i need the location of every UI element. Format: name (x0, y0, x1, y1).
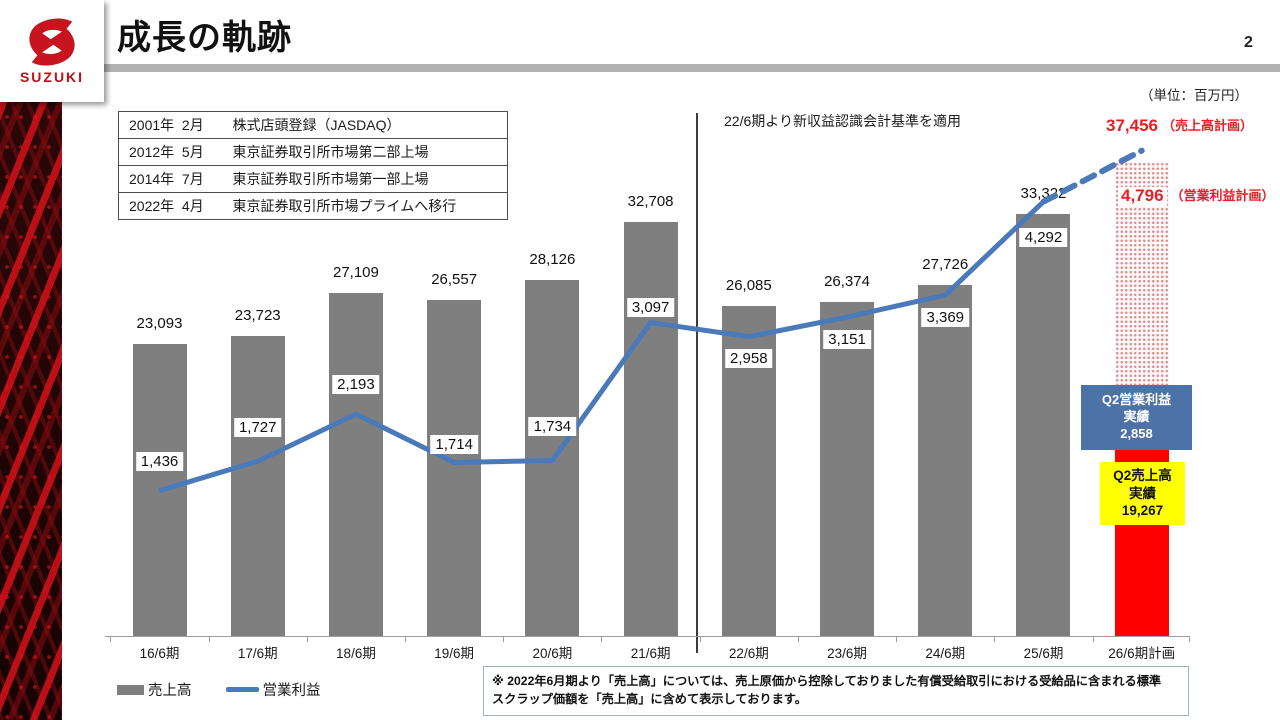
decorative-side-strip (0, 102, 62, 720)
category-label: 23/6期 (827, 646, 867, 661)
legend-item-sales: 売上高 (117, 679, 192, 700)
q2-sales-actual-box: Q2売上高 実績 19,267 (1100, 462, 1185, 525)
sales-bar-value-label: 23,093 (136, 314, 183, 332)
profit-point-label: 3,097 (626, 297, 675, 317)
sales-bar-value-label: 28,126 (529, 251, 576, 269)
q2-profit-value: 2,858 (1120, 425, 1153, 441)
legend-sales-label: 売上高 (148, 683, 192, 699)
category-label: 20/6期 (532, 646, 573, 661)
q2-sales-title: Q2売上高 (1113, 468, 1172, 484)
axis-tick (797, 637, 799, 642)
category-label: 22/6期 (728, 646, 769, 661)
q2-sales-value: 19,267 (1121, 503, 1164, 519)
profit-point-label: 4,292 (1019, 227, 1068, 247)
milestones-table: 2001年 2月 株式店頭登録（JASDAQ） 2012年 5月 東京証券取引所… (118, 111, 508, 220)
profit-point-label: 2,958 (725, 348, 773, 368)
sales-bar (623, 222, 678, 636)
sales-plan-annotation: 37,456 （売上高計画） (1106, 116, 1254, 136)
page-title: 成長の軌跡 (117, 19, 292, 57)
sales-bar-value-label: 32,708 (627, 193, 674, 211)
profit-line-solid (158, 199, 1046, 494)
milestone-row: 2001年 2月 株式店頭登録（JASDAQ） (118, 111, 508, 139)
sales-bar-swatch-icon (117, 684, 144, 695)
axis-tick (896, 637, 898, 642)
milestone-row: 2022年 4月 東京証券取引所市場プライムへ移行 (118, 192, 508, 220)
growth-chart: 23,093 16/6期 23,723 17/6期 27,109 18/6期 26,557 1… (105, 130, 1190, 661)
q2-profit-subtitle: 実績 (1123, 409, 1150, 425)
sales-bar (328, 293, 383, 636)
profit-plan-value: 4,796 (1118, 186, 1167, 206)
q2-operating-profit-actual-box: Q2営業利益 実績 2,858 (1081, 385, 1192, 450)
category-label: 17/6期 (237, 646, 278, 661)
unit-note: （単位：百万円） (1140, 88, 1248, 103)
category-label: 21/6期 (630, 646, 671, 661)
sales-bar-value-label: 26,557 (431, 271, 478, 289)
profit-line-swatch-icon (225, 687, 259, 692)
axis-tick (503, 637, 505, 642)
sales-bar-value-label: 23,723 (234, 306, 281, 324)
q2-profit-title: Q2営業利益 (1101, 392, 1172, 408)
suzuki-s-icon (29, 18, 75, 66)
category-label: 18/6期 (336, 646, 376, 661)
profit-point-label: 1,727 (233, 418, 282, 438)
page-number: 2 (1244, 34, 1253, 51)
q2-sales-subtitle: 実績 (1129, 485, 1156, 501)
legend-item-profit: 営業利益 (225, 679, 321, 700)
milestone-event: 東京証券取引所市場プライムへ移行 (222, 192, 508, 220)
category-label: 25/6期 (1023, 646, 1064, 661)
milestone-date: 2014年 7月 (118, 165, 223, 193)
sales-plan-label: （売上高計画） (1162, 118, 1254, 133)
axis-tick (110, 637, 112, 642)
profit-point-label: 3,151 (823, 330, 871, 350)
sales-bar (230, 335, 285, 636)
category-label: 26/6期計画 (1108, 646, 1176, 661)
axis-tick (601, 637, 603, 642)
sales-bar-value-label: 27,109 (332, 264, 379, 282)
axis-tick (306, 637, 308, 642)
sales-bar-value-label: 26,085 (725, 277, 772, 295)
sales-bar (1016, 214, 1071, 636)
profit-point-label: 3,369 (921, 308, 970, 328)
profit-point-label: 1,436 (135, 451, 184, 471)
sales-bar-value-label: 26,374 (824, 273, 870, 291)
profit-plan-annotation: 4,796 （営業利益計画） (1118, 186, 1275, 206)
chart-legend: 売上高 営業利益 (117, 679, 321, 700)
title-underline-band (104, 64, 1280, 72)
milestone-event: 東京証券取引所市場第一部上場 (222, 165, 508, 193)
category-label: 16/6期 (139, 646, 180, 661)
profit-point-label: 1,714 (430, 434, 478, 454)
category-label: 19/6期 (434, 646, 475, 661)
sales-bar (918, 285, 973, 636)
accounting-standard-note: 22/6期より新収益認識会計基準を適用 (724, 113, 961, 129)
profit-point-label: 1,734 (528, 416, 577, 436)
operating-profit-line (158, 147, 1145, 494)
milestone-event: 東京証券取引所市場第二部上場 (222, 138, 508, 166)
axis-tick (405, 637, 407, 642)
axis-tick (699, 637, 701, 642)
milestone-date: 2001年 2月 (118, 111, 223, 139)
sales-plan-value: 37,456 (1106, 116, 1158, 135)
milestone-date: 2022年 4月 (118, 192, 223, 220)
brand-wordmark: SUZUKI (19, 69, 85, 85)
sales-bar (820, 302, 875, 636)
accounting-standard-divider (696, 113, 698, 653)
x-axis (105, 635, 1190, 637)
axis-tick (208, 637, 210, 642)
category-label: 24/6期 (925, 646, 966, 661)
footnote: ※ 2022年6月期より「売上高」については、売上原価から控除しておりました有償… (483, 666, 1189, 716)
milestone-event: 株式店頭登録（JASDAQ） (222, 111, 508, 139)
milestone-row: 2014年 7月 東京証券取引所市場第一部上場 (118, 165, 508, 193)
sales-bar (427, 300, 482, 636)
profit-plan-label: （営業利益計画） (1170, 188, 1275, 203)
axis-tick (1188, 637, 1190, 642)
profit-point-label: 2,193 (332, 375, 380, 395)
legend-profit-label: 営業利益 (262, 683, 321, 699)
axis-tick (1092, 637, 1094, 642)
profit-line-plan-dashed (1040, 147, 1145, 205)
suzuki-logo: SUZUKI (0, 0, 104, 102)
axis-tick (994, 637, 996, 642)
sales-bar-value-label: 27,726 (922, 256, 969, 274)
